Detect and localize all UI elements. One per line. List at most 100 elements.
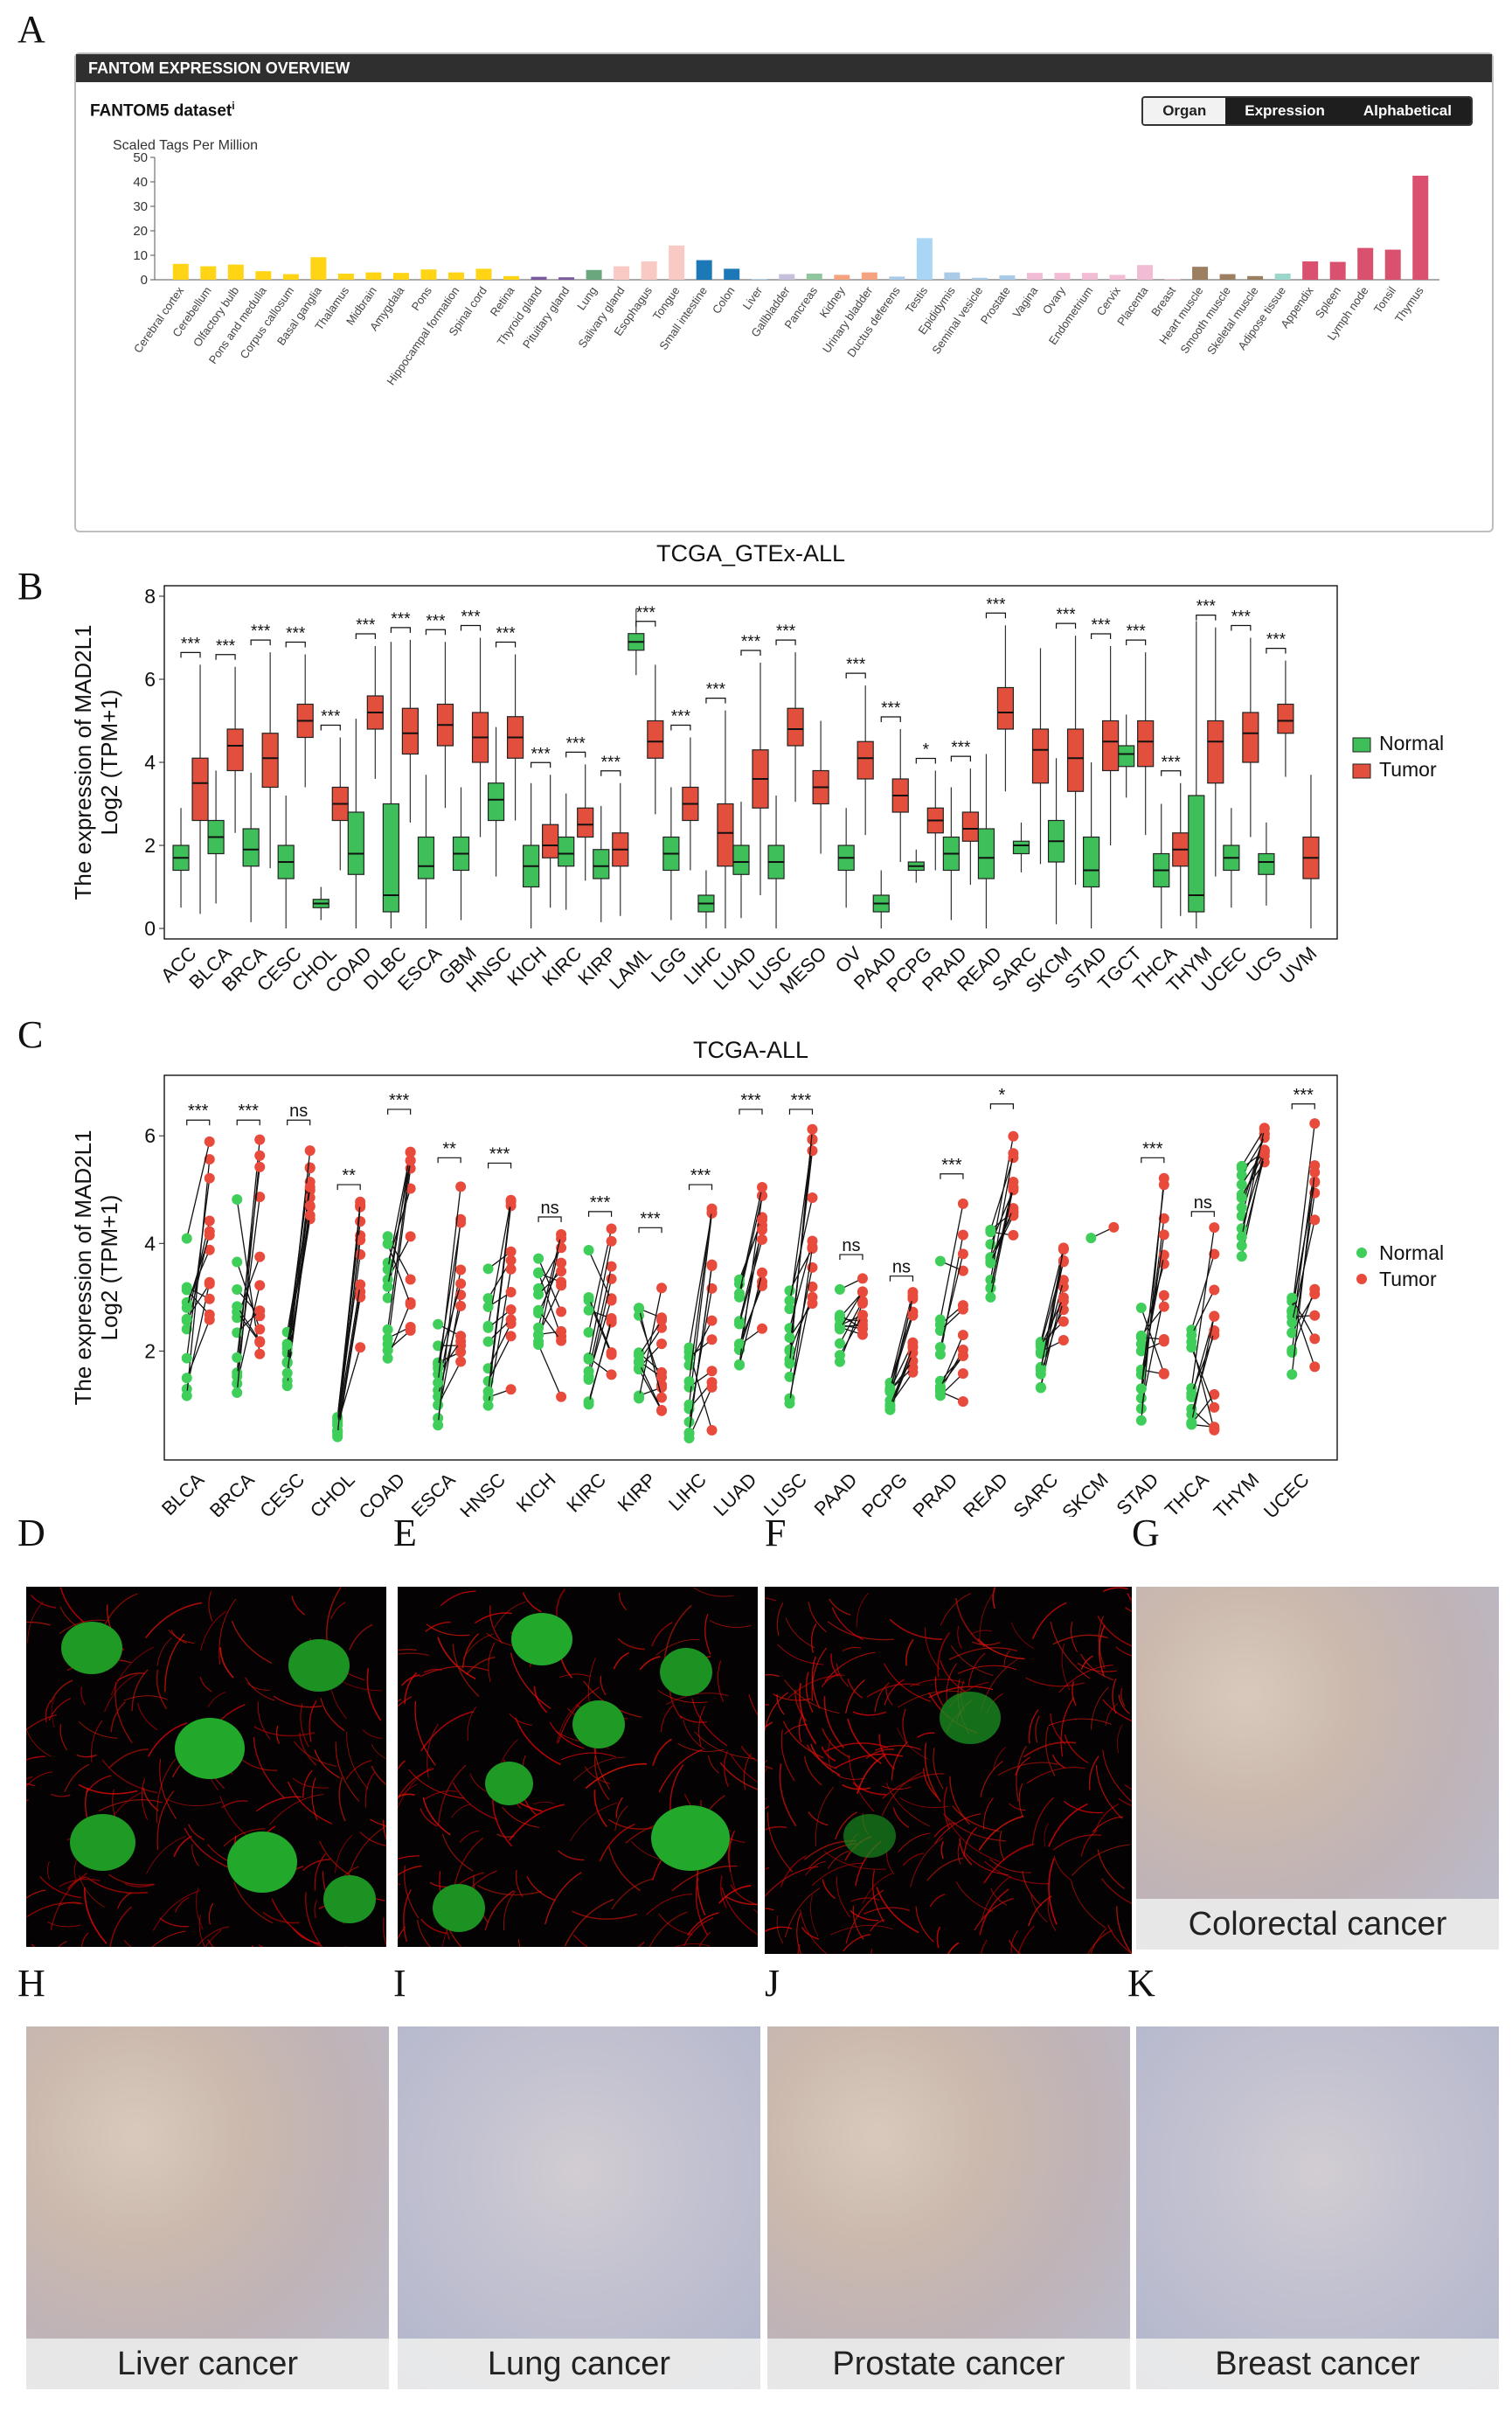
microtubule (31, 1943, 36, 1947)
normal-point (232, 1371, 243, 1382)
toggle-organ[interactable]: Organ (1143, 98, 1226, 124)
tumor-point (857, 1273, 868, 1284)
toggle-expression[interactable]: Expression (1225, 98, 1344, 124)
pair-line (739, 1239, 763, 1324)
microtubule (382, 1917, 386, 1947)
tumor-point (304, 1145, 316, 1157)
microtubule (87, 1877, 149, 1894)
nucleus (61, 1622, 122, 1674)
microtubule (1052, 1834, 1102, 1851)
microtubule (572, 1934, 588, 1947)
sig-label: *** (239, 1102, 260, 1121)
dataset-title-text: FANTOM5 dataset (90, 101, 232, 121)
microtubule (59, 1724, 68, 1751)
microtubule (1100, 1878, 1132, 1905)
microtubule (862, 1873, 893, 1904)
microtubule (915, 1906, 934, 1943)
pair-line (1040, 1248, 1065, 1371)
microtubule (765, 1866, 819, 1898)
microtubule (408, 1769, 465, 1799)
pair-line (488, 1318, 512, 1343)
pair-line (538, 1272, 562, 1337)
microtubule (175, 1897, 190, 1913)
ihc-image-breast: Breast cancer (1136, 2026, 1499, 2389)
normal-box (1258, 852, 1275, 875)
normal-point (1287, 1369, 1298, 1380)
bar (1137, 265, 1154, 280)
microtubule (637, 1941, 645, 1947)
microtubule (398, 1926, 406, 1940)
microtubule (822, 1727, 850, 1759)
microtubule (957, 1625, 962, 1649)
sig-bracket (889, 1276, 914, 1282)
panel-label-j: J (765, 1962, 780, 2005)
normal-point (834, 1338, 845, 1349)
tumor-point (405, 1298, 416, 1310)
tumor-point (254, 1305, 266, 1317)
y-tick-label: 20 (133, 224, 148, 239)
bar (614, 266, 630, 280)
tumor-point (204, 1136, 215, 1147)
sig-bracket (705, 698, 726, 704)
nucleus (175, 1718, 245, 1779)
microtubule (398, 1760, 406, 1771)
microtubule (805, 1672, 814, 1713)
microtubule (885, 1782, 930, 1827)
sig-label: *** (740, 1091, 761, 1110)
tcga-paired-plot: TCGA-ALL The expression of MAD2L1 Log2 (TP… (70, 1037, 1444, 1517)
sig-bracket (186, 1119, 211, 1126)
microtubule (808, 1602, 827, 1633)
microtubule (834, 1753, 904, 1769)
tumor-point (1158, 1334, 1169, 1345)
normal-box (242, 828, 260, 867)
tumor-point (857, 1297, 868, 1309)
normal-point (533, 1329, 544, 1340)
sig-label: *** (321, 708, 341, 726)
microtubule (870, 1919, 885, 1932)
nucleus (288, 1639, 350, 1692)
microtubule (78, 1783, 138, 1795)
normal-point (1287, 1292, 1298, 1303)
microtubule (811, 1647, 828, 1701)
tumor-point (957, 1198, 968, 1209)
microtubule (101, 1759, 158, 1794)
normal-point (884, 1382, 896, 1394)
bar (1357, 247, 1374, 280)
toggle-alphabetical[interactable]: Alphabetical (1343, 98, 1471, 124)
tumor-point (1209, 1248, 1220, 1260)
sig-label: *** (986, 595, 1006, 614)
info-icon[interactable]: i (232, 100, 235, 112)
microtubule (842, 1783, 871, 1790)
sig-bracket (1190, 1211, 1215, 1217)
microtubule (1072, 1680, 1077, 1707)
sig-label: *** (566, 734, 586, 753)
normal-point (1236, 1251, 1247, 1262)
microtubule (847, 1678, 864, 1699)
microtubule (1080, 1830, 1098, 1857)
normal-point (281, 1356, 293, 1367)
tumor-point (254, 1134, 266, 1145)
microtubule (829, 1598, 851, 1616)
sig-label: *** (1056, 606, 1076, 624)
microtubule (110, 1701, 126, 1733)
microtubule (779, 1763, 797, 1827)
ihc-image-liver: Liver cancer (26, 2026, 389, 2389)
tumor-point (757, 1234, 767, 1245)
microtubule (1125, 1607, 1132, 1612)
microtubule (207, 1692, 226, 1707)
fantom-header: FANTOM EXPRESSION OVERVIEW (76, 54, 1492, 82)
microtubule (947, 1818, 1000, 1862)
tumor-box (577, 807, 594, 838)
sig-label: *** (1266, 631, 1287, 650)
normal-point (232, 1387, 243, 1398)
x-tick-label: STAD (1112, 1469, 1162, 1517)
microtubule (926, 1857, 964, 1881)
microtubule (824, 1742, 888, 1752)
normal-point (1236, 1231, 1247, 1242)
microtubule (963, 1826, 977, 1857)
y-axis-label: The expression of MAD2L1 (70, 624, 96, 900)
normal-point (1186, 1388, 1197, 1400)
tumor-point (656, 1372, 668, 1383)
sig-label: *** (356, 616, 376, 635)
x-tick-label: THCA (1161, 1469, 1213, 1517)
